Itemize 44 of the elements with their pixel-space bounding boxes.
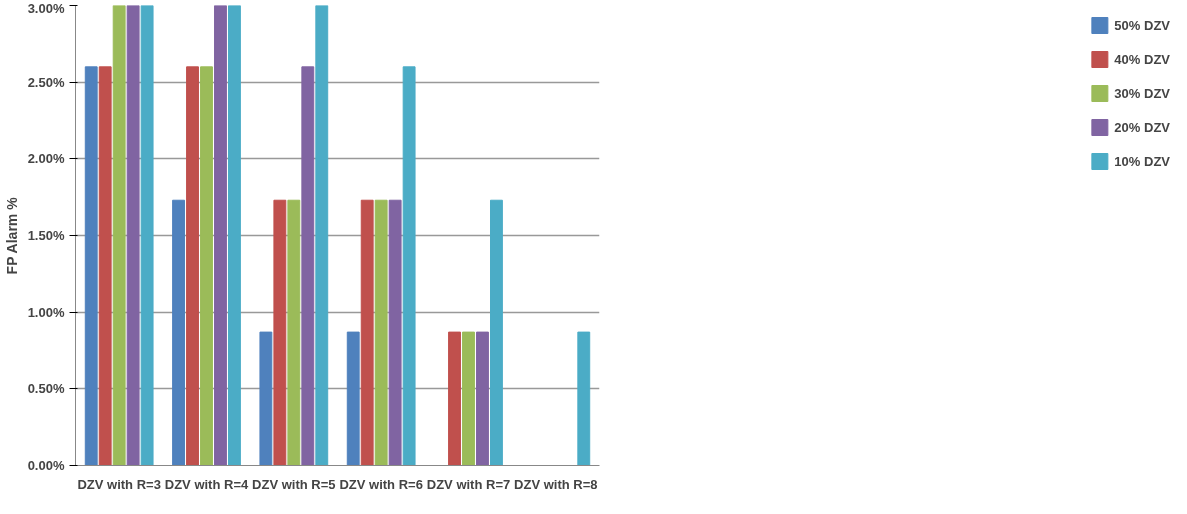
- bar: [112, 5, 126, 466]
- bar: [360, 199, 374, 466]
- bar: [140, 5, 154, 466]
- legend-label: 30% DZV: [1114, 85, 1170, 101]
- bar: [490, 199, 503, 466]
- bar: [301, 66, 315, 466]
- bar: [186, 66, 199, 466]
- y-tick-label: 1.50%: [27, 228, 65, 243]
- x-tick-label: DZV with R=3: [77, 476, 161, 492]
- bar: [374, 199, 388, 466]
- bar: [287, 199, 301, 466]
- legend-label: 40% DZV: [1114, 51, 1170, 67]
- x-tick-label: DZV with R=7: [426, 476, 511, 492]
- y-tick-label: 3.00%: [27, 0, 65, 16]
- y-axis-title: FP Alarm %: [3, 196, 20, 275]
- bar: [476, 331, 489, 466]
- bar: [126, 5, 140, 466]
- y-tick-label: 2.00%: [27, 151, 65, 167]
- legend-label: 20% DZV: [1114, 119, 1170, 135]
- bar: [315, 5, 329, 466]
- x-tick-label: DZV with R=4: [164, 476, 249, 492]
- bar: [462, 331, 475, 466]
- bar: [577, 331, 591, 466]
- bar: [84, 66, 98, 466]
- bar: [402, 66, 416, 466]
- y-tick-label: 1.00%: [27, 304, 65, 320]
- bar: [388, 199, 402, 466]
- x-tick-label: DZV with R=5: [252, 476, 336, 492]
- bar: [273, 199, 287, 466]
- bar: [200, 66, 213, 466]
- bar: [346, 331, 360, 466]
- bar: [214, 5, 227, 466]
- y-tick-label: 0.00%: [27, 458, 65, 473]
- bar: [448, 331, 461, 466]
- x-tick-label: DZV with R=6: [339, 476, 423, 492]
- bar: [172, 199, 185, 466]
- bar: [98, 66, 112, 466]
- bar: [228, 5, 241, 466]
- y-tick-label: 0.50%: [27, 381, 65, 397]
- legend-label: 50% DZV: [1114, 17, 1170, 33]
- x-tick-label: DZV with R=8: [514, 476, 598, 492]
- bar: [259, 331, 273, 466]
- y-tick-label: 2.50%: [27, 74, 65, 90]
- legend-label: 10% DZV: [1114, 153, 1170, 169]
